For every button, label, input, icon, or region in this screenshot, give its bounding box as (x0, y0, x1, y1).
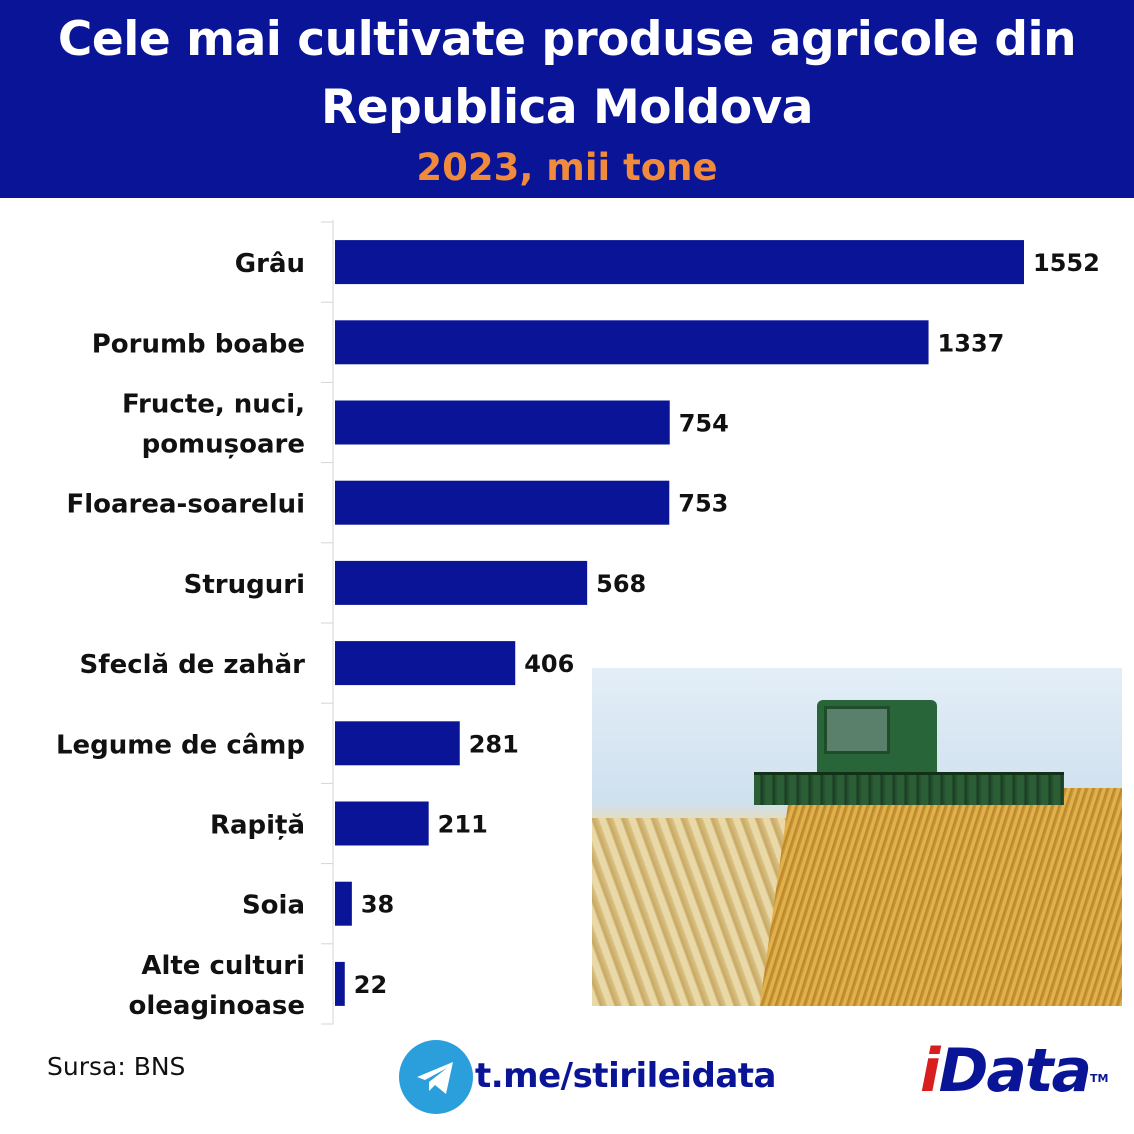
bar (335, 480, 670, 525)
data-label: 753 (678, 490, 728, 518)
category-label: Struguri (184, 570, 305, 600)
bar-chart: 1552 Grâu 1337 Porumb boabe 754 Fructe, nuci,… (56, 220, 1100, 1025)
bar (335, 961, 345, 1006)
category-label: oleaginoase (128, 991, 305, 1021)
telegram-icon[interactable] (399, 1040, 473, 1114)
bar (335, 320, 929, 365)
brand-logo-data: Data (938, 1036, 1092, 1106)
data-label: 22 (354, 971, 387, 999)
category-label: pomușoare (142, 430, 305, 460)
category-label: Grâu (235, 249, 305, 279)
bar (335, 560, 588, 605)
brand-logo: iDataTM (920, 1036, 1110, 1106)
category-label: Soia (242, 891, 305, 921)
wheat-field (753, 788, 1122, 1006)
data-label: 281 (469, 730, 519, 758)
data-label: 568 (596, 570, 646, 598)
bar (335, 801, 429, 846)
header-banner: Cele mai cultivate produse agricole din … (0, 0, 1134, 198)
category-label: Legume de câmp (56, 730, 305, 760)
category-label: Alte culturi (141, 951, 305, 981)
data-label: 406 (524, 650, 574, 678)
category-label: Sfeclă de zahăr (80, 650, 306, 680)
page-title-line-1: Cele mai cultivate produse agricole din (57, 12, 1077, 67)
bar (335, 721, 460, 766)
brand-trademark: TM (1090, 1072, 1109, 1085)
category-label: Rapiță (210, 811, 305, 841)
harvester-cab (824, 706, 890, 754)
page-title-line-2: Republica Moldova (321, 80, 813, 135)
bar (335, 641, 516, 686)
brand-logo-i: i (920, 1036, 941, 1106)
telegram-plane-icon (417, 1062, 453, 1094)
bar (335, 400, 670, 445)
data-label: 1337 (938, 329, 1005, 357)
data-label: 1552 (1033, 249, 1100, 277)
data-label: 211 (438, 811, 488, 839)
bar (335, 881, 352, 926)
category-label: Fructe, nuci, (122, 390, 305, 420)
harvester-header (754, 772, 1064, 805)
telegram-link[interactable]: t.me/stirileidata (475, 1056, 777, 1096)
page-subtitle: 2023, mii tone (416, 146, 718, 189)
category-label: Porumb boabe (92, 329, 305, 359)
category-label: Floarea-soarelui (66, 490, 305, 520)
data-label: 754 (679, 410, 729, 438)
bar (335, 240, 1024, 285)
harvest-photo (592, 668, 1122, 1006)
source-note: Sursa: BNS (47, 1052, 186, 1081)
data-label: 38 (361, 891, 394, 919)
